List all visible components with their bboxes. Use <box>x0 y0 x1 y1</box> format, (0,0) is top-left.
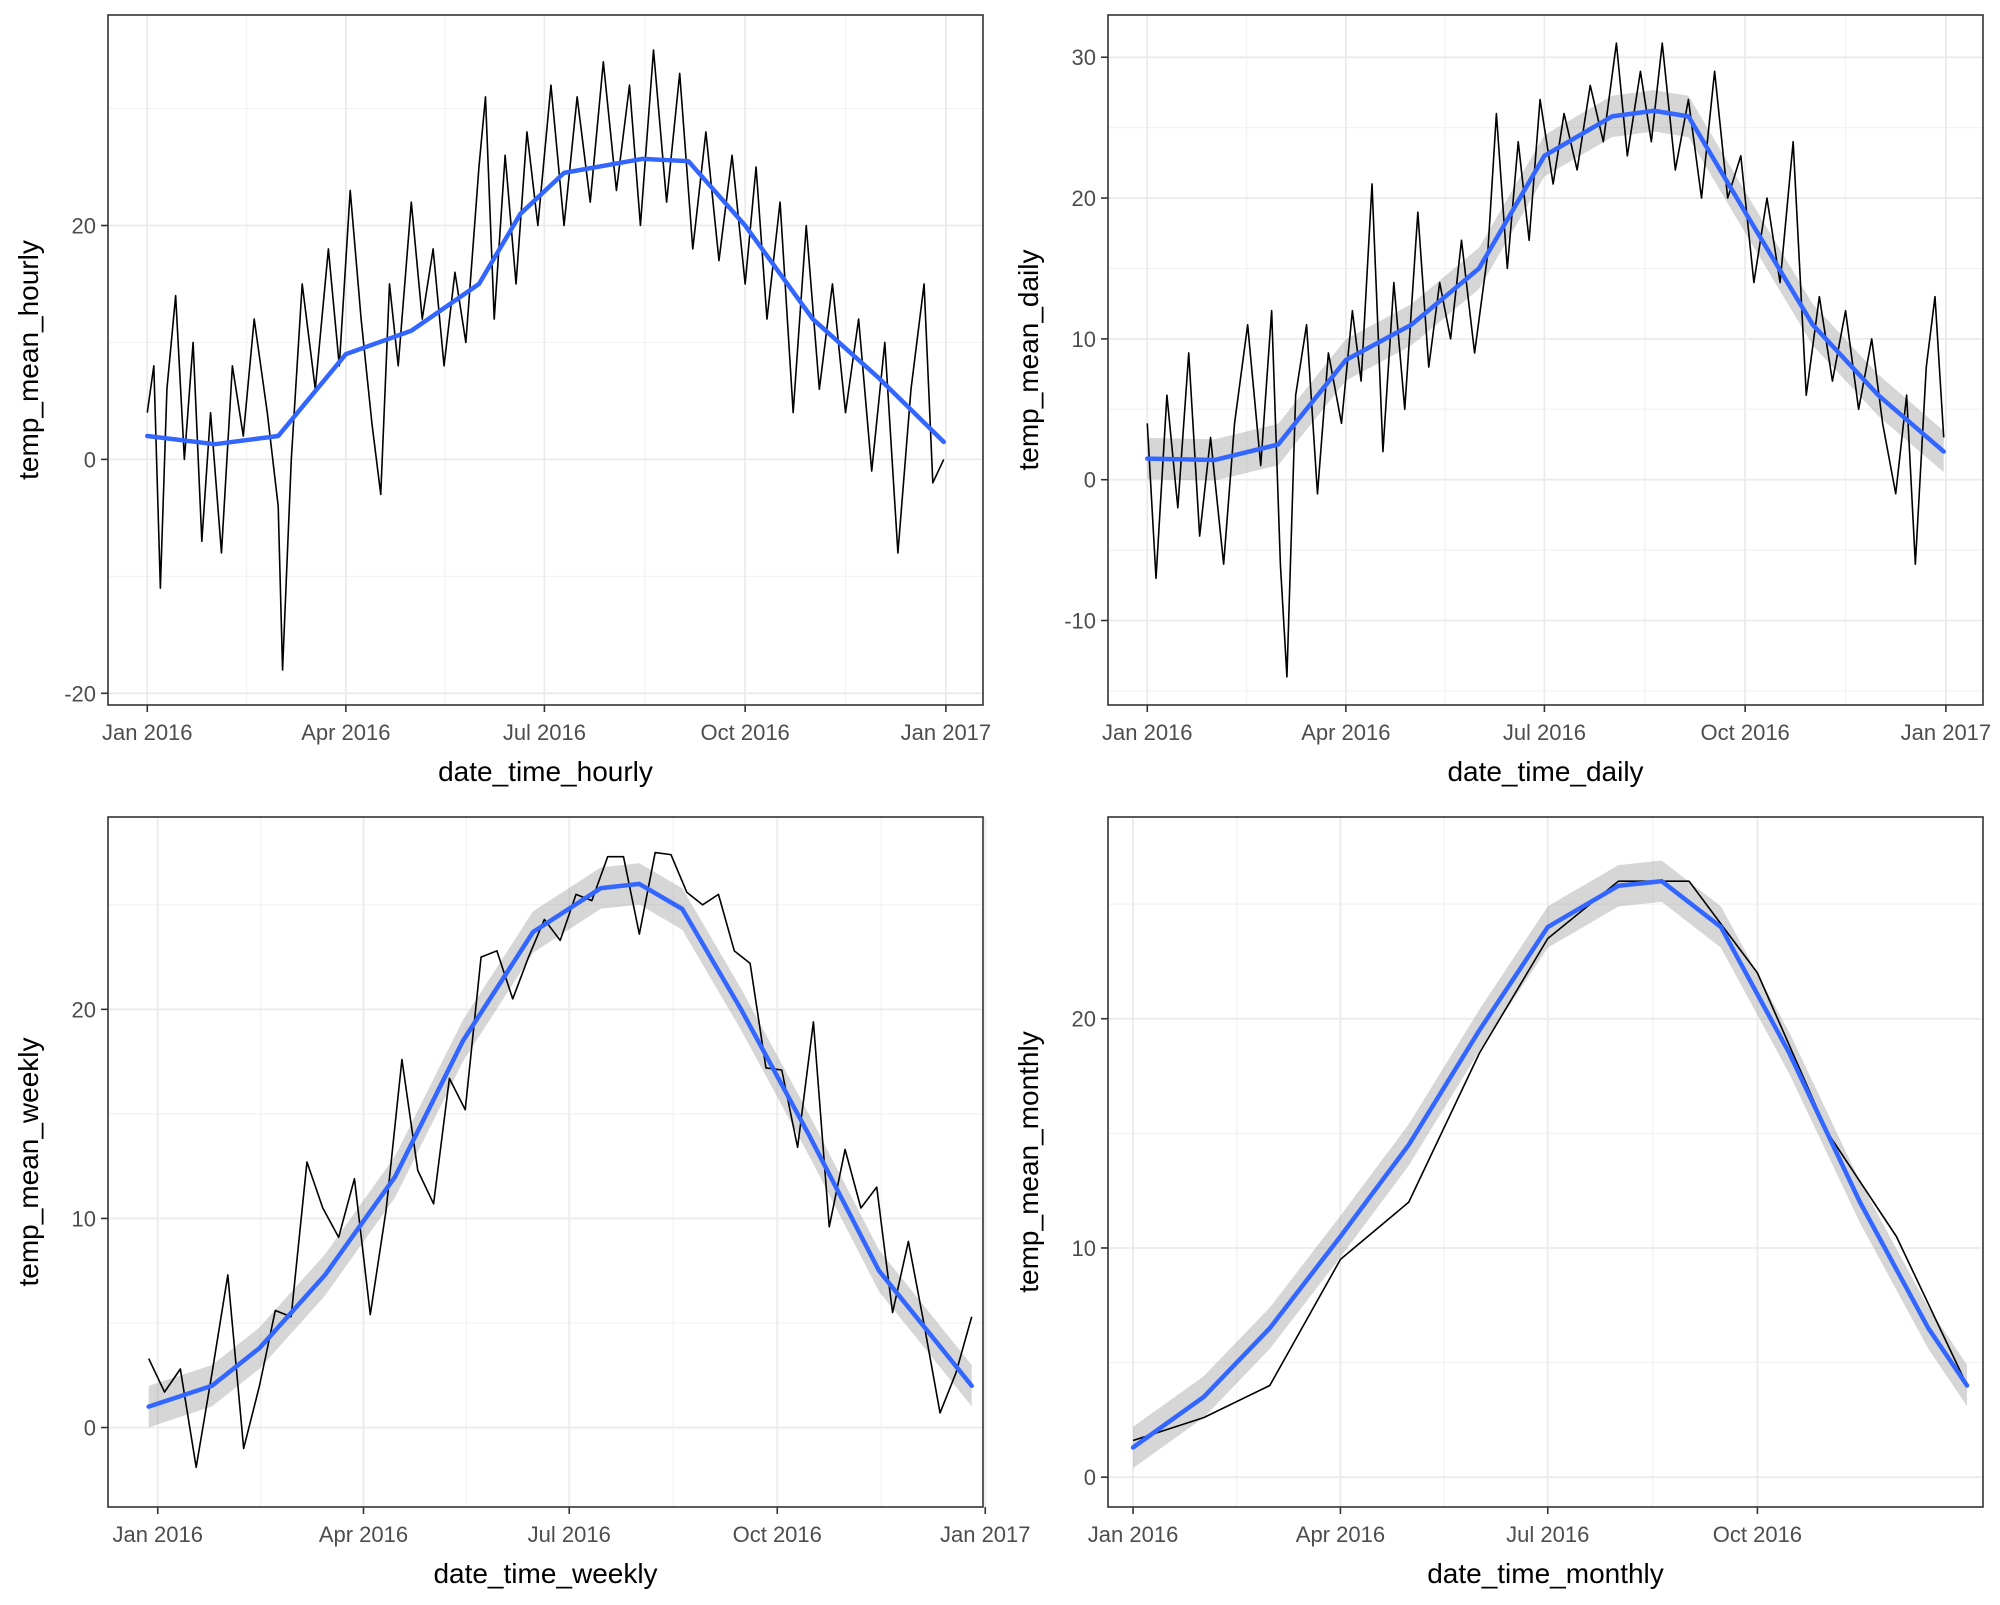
x-tick-label: Jan 2016 <box>1102 720 1193 745</box>
x-axis-title: date_time_hourly <box>438 756 653 787</box>
x-axis-title: date_time_daily <box>1447 756 1643 787</box>
y-tick-label: 20 <box>1072 186 1096 211</box>
y-tick-label: 20 <box>1072 1007 1096 1032</box>
confidence-band <box>1147 90 1944 481</box>
y-tick-label: 10 <box>72 1206 96 1231</box>
x-tick-label: Apr 2016 <box>319 1522 408 1547</box>
gridlines <box>1108 15 1983 705</box>
x-axis-title: date_time_monthly <box>1427 1558 1664 1589</box>
x-tick-label: Jan 2016 <box>1088 1522 1179 1547</box>
gridlines <box>108 817 987 1507</box>
y-axis-title: temp_mean_hourly <box>13 240 44 480</box>
y-tick-label: -10 <box>1064 609 1096 634</box>
plot-background <box>108 817 983 1507</box>
y-tick-label: 30 <box>1072 45 1096 70</box>
panel-border <box>1107 14 1984 706</box>
x-tick-label: Jul 2016 <box>1503 720 1586 745</box>
plot-background <box>108 15 983 705</box>
x-tick-label: Apr 2016 <box>301 720 390 745</box>
x-tick-label: Oct 2016 <box>1701 720 1790 745</box>
x-tick-label: Jan 2016 <box>102 720 193 745</box>
y-tick-label: 20 <box>72 214 96 239</box>
x-tick-label: Jul 2016 <box>1506 1522 1589 1547</box>
smooth-line <box>145 156 946 447</box>
x-tick-label: Oct 2016 <box>701 720 790 745</box>
gridlines <box>108 15 983 705</box>
x-tick-label: Apr 2016 <box>1296 1522 1385 1547</box>
x-tick-label: Jan 2016 <box>112 1522 203 1547</box>
data-line <box>147 851 973 1469</box>
panel-border <box>107 816 984 1508</box>
gridlines <box>1108 817 1983 1507</box>
x-tick-label: Oct 2016 <box>733 1522 822 1547</box>
y-tick-label: 10 <box>1072 1236 1096 1261</box>
y-tick-label: 10 <box>1072 327 1096 352</box>
y-axis-title: temp_mean_monthly <box>1013 1031 1044 1292</box>
x-tick-label: Apr 2016 <box>1301 720 1390 745</box>
panel-1: Jan 2016 Apr 2016 Jul 2016 Oct 2016 Jan 2017… <box>13 14 992 787</box>
x-tick-label: Jan 2017 <box>901 720 992 745</box>
x-tick-label: Jan 2017 <box>1901 720 1992 745</box>
smooth-line <box>146 881 974 1409</box>
y-tick-label: 20 <box>72 997 96 1022</box>
x-tick-label: Oct 2016 <box>1713 1522 1802 1547</box>
y-axis-title: temp_mean_weekly <box>13 1037 44 1286</box>
y-tick-label: 0 <box>84 447 96 472</box>
confidence-band <box>1133 860 1968 1469</box>
data-line <box>146 49 945 671</box>
x-tick-label: Jul 2016 <box>528 1522 611 1547</box>
panel-2: Jan 2016 Apr 2016 Jul 2016 Oct 2016 Jan 2017… <box>1013 14 1992 787</box>
y-tick-label: -20 <box>64 681 96 706</box>
y-axis-title: temp_mean_daily <box>1013 249 1044 470</box>
panel-border <box>1107 816 1984 1508</box>
x-tick-label: Jul 2016 <box>503 720 586 745</box>
y-tick-label: 0 <box>1084 468 1096 493</box>
smooth-line <box>1130 878 1970 1450</box>
x-tick-label: Jan 2017 <box>940 1522 1031 1547</box>
panel-3: Jan 2016 Apr 2016 Jul 2016 Oct 2016 Jan 2017… <box>13 816 1031 1589</box>
y-tick-label: 0 <box>84 1416 96 1441</box>
smooth-line <box>1145 108 1946 463</box>
y-tick-label: 0 <box>1084 1465 1096 1490</box>
panel-border <box>107 14 984 706</box>
x-axis-title: date_time_weekly <box>433 1558 657 1589</box>
panel-4: Jan 2016 Apr 2016 Jul 2016 Oct 2016 0 10 20 dat… <box>1013 816 1984 1589</box>
